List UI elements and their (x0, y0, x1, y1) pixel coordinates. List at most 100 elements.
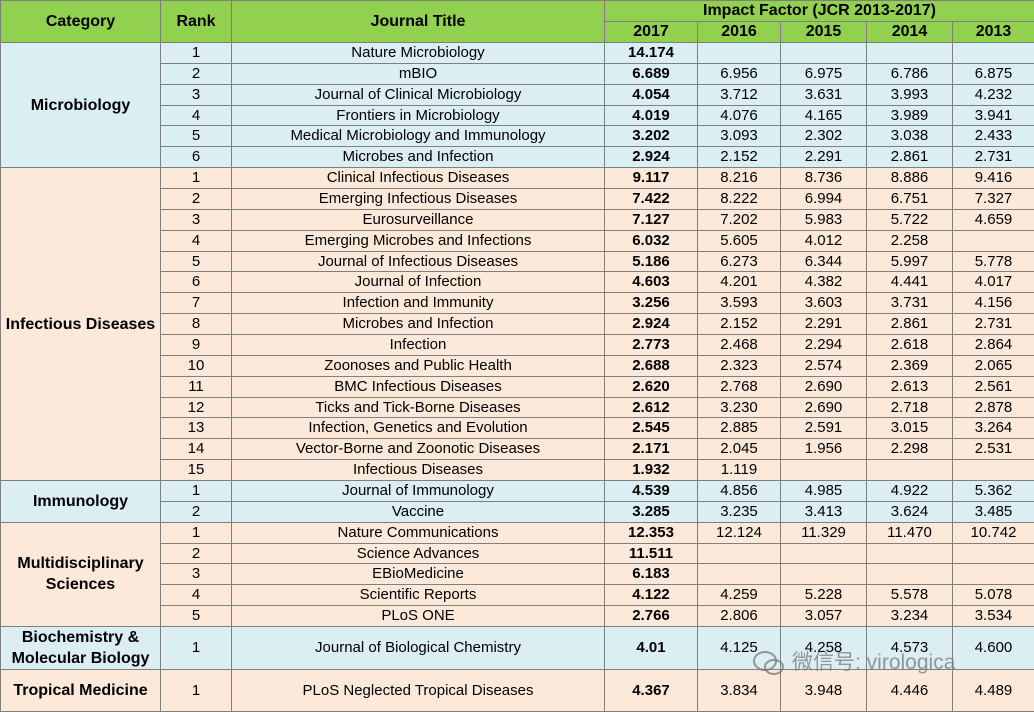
impact-factor-cell: 4.156 (953, 293, 1034, 314)
impact-factor-cell (953, 460, 1034, 481)
impact-factor-cell: 4.539 (605, 481, 698, 502)
impact-factor-cell: 2.924 (605, 314, 698, 335)
journal-title-cell: Nature Communications (232, 522, 605, 543)
impact-factor-cell: 3.264 (953, 418, 1034, 439)
journal-title-cell: Vector-Borne and Zoonotic Diseases (232, 439, 605, 460)
impact-factor-cell: 2.620 (605, 376, 698, 397)
impact-factor-cell: 2.766 (605, 606, 698, 627)
rank-cell: 1 (161, 43, 232, 64)
impact-factor-cell: 2.690 (781, 376, 867, 397)
impact-factor-cell: 5.722 (867, 209, 953, 230)
impact-factor-cell: 9.416 (953, 168, 1034, 189)
journal-title-cell: Journal of Immunology (232, 481, 605, 502)
impact-factor-cell: 9.117 (605, 168, 698, 189)
impact-factor-cell: 1.932 (605, 460, 698, 481)
journal-title-cell: Eurosurveillance (232, 209, 605, 230)
impact-factor-cell: 4.232 (953, 84, 1034, 105)
rank-cell: 4 (161, 230, 232, 251)
impact-factor-cell: 6.956 (698, 63, 781, 84)
impact-factor-cell: 11.329 (781, 522, 867, 543)
impact-factor-cell: 4.367 (605, 670, 698, 712)
impact-factor-cell: 4.054 (605, 84, 698, 105)
impact-factor-cell (953, 543, 1034, 564)
impact-factor-cell (698, 543, 781, 564)
impact-factor-cell: 6.273 (698, 251, 781, 272)
impact-factor-cell: 5.578 (867, 585, 953, 606)
impact-factor-cell: 4.019 (605, 105, 698, 126)
journal-title-cell: EBioMedicine (232, 564, 605, 585)
category-cell: Infectious Diseases (1, 168, 161, 481)
impact-factor-cell: 5.983 (781, 209, 867, 230)
impact-factor-cell (781, 43, 867, 64)
impact-factor-cell: 2.468 (698, 335, 781, 356)
impact-factor-cell: 3.534 (953, 606, 1034, 627)
impact-factor-cell: 2.591 (781, 418, 867, 439)
rank-cell: 13 (161, 418, 232, 439)
impact-factor-cell: 6.875 (953, 63, 1034, 84)
impact-factor-cell: 2.171 (605, 439, 698, 460)
year-header: 2017 (605, 22, 698, 43)
impact-factor-cell: 3.285 (605, 501, 698, 522)
journal-title-cell: Journal of Biological Chemistry (232, 627, 605, 670)
journal-title-cell: Medical Microbiology and Immunology (232, 126, 605, 147)
rank-cell: 3 (161, 84, 232, 105)
category-cell: Multidisciplinary Sciences (1, 522, 161, 626)
journal-title-cell: PLoS Neglected Tropical Diseases (232, 670, 605, 712)
rank-cell: 5 (161, 606, 232, 627)
journal-title-cell: PLoS ONE (232, 606, 605, 627)
impact-factor-cell: 2.298 (867, 439, 953, 460)
rank-cell: 14 (161, 439, 232, 460)
impact-factor-cell: 11.470 (867, 522, 953, 543)
impact-factor-cell: 4.659 (953, 209, 1034, 230)
impact-factor-cell (698, 564, 781, 585)
impact-factor-cell: 12.124 (698, 522, 781, 543)
impact-factor-cell: 2.433 (953, 126, 1034, 147)
impact-factor-cell: 2.531 (953, 439, 1034, 460)
impact-factor-cell: 2.613 (867, 376, 953, 397)
impact-factor-cell: 6.344 (781, 251, 867, 272)
year-header: 2015 (781, 22, 867, 43)
journal-title-header: Journal Title (232, 1, 605, 43)
impact-factor-cell: 7.202 (698, 209, 781, 230)
rank-cell: 1 (161, 670, 232, 712)
rank-cell: 12 (161, 397, 232, 418)
impact-factor-cell: 2.885 (698, 418, 781, 439)
impact-factor-cell: 5.362 (953, 481, 1034, 502)
rank-cell: 2 (161, 501, 232, 522)
impact-factor-cell: 4.382 (781, 272, 867, 293)
impact-factor-cell: 4.012 (781, 230, 867, 251)
impact-factor-cell: 2.065 (953, 355, 1034, 376)
journal-title-cell: Zoonoses and Public Health (232, 355, 605, 376)
category-header: Category (1, 1, 161, 43)
rank-cell: 6 (161, 147, 232, 168)
journal-title-cell: Emerging Infectious Diseases (232, 189, 605, 210)
impact-factor-cell: 3.941 (953, 105, 1034, 126)
impact-factor-cell (781, 460, 867, 481)
rank-cell: 5 (161, 126, 232, 147)
rank-header: Rank (161, 1, 232, 43)
impact-factor-cell: 2.878 (953, 397, 1034, 418)
impact-factor-cell: 2.323 (698, 355, 781, 376)
category-cell: Microbiology (1, 43, 161, 168)
journal-title-cell: Frontiers in Microbiology (232, 105, 605, 126)
impact-factor-cell: 2.731 (953, 147, 1034, 168)
impact-factor-cell: 2.369 (867, 355, 953, 376)
journal-title-cell: Journal of Infection (232, 272, 605, 293)
impact-factor-cell: 2.258 (867, 230, 953, 251)
rank-cell: 11 (161, 376, 232, 397)
impact-factor-cell: 4.01 (605, 627, 698, 670)
rank-cell: 15 (161, 460, 232, 481)
impact-factor-cell: 3.485 (953, 501, 1034, 522)
impact-factor-cell: 4.489 (953, 670, 1034, 712)
impact-factor-cell: 2.152 (698, 314, 781, 335)
impact-factor-cell: 4.600 (953, 627, 1034, 670)
impact-factor-cell: 3.230 (698, 397, 781, 418)
impact-factor-cell: 2.924 (605, 147, 698, 168)
watermark-text: 微信号: virologica (792, 651, 955, 674)
impact-factor-cell: 6.975 (781, 63, 867, 84)
impact-factor-cell: 2.045 (698, 439, 781, 460)
impact-factor-cell: 6.994 (781, 189, 867, 210)
impact-factor-cell: 3.234 (867, 606, 953, 627)
journal-title-cell: Infection, Genetics and Evolution (232, 418, 605, 439)
